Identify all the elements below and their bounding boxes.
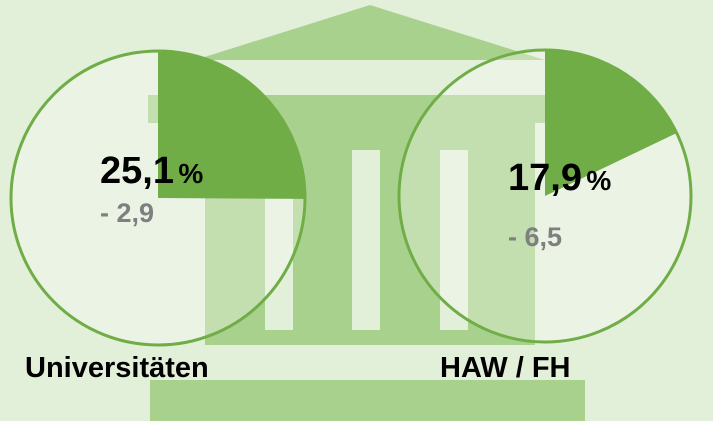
category-label: HAW / FH	[440, 352, 571, 384]
value-label: 17,9 %	[508, 157, 611, 199]
category-label: Universitäten	[25, 352, 209, 384]
pie-slice	[545, 50, 677, 196]
pie-slice	[158, 51, 305, 199]
value-unit: %	[586, 165, 611, 196]
change-label: - 6,5	[508, 222, 562, 252]
value-unit: %	[178, 158, 203, 189]
value-number: 17,9	[508, 157, 582, 199]
value-number: 25,1	[100, 150, 174, 192]
value-label: 25,1 %	[100, 150, 203, 192]
change-label: - 2,9	[100, 198, 154, 228]
